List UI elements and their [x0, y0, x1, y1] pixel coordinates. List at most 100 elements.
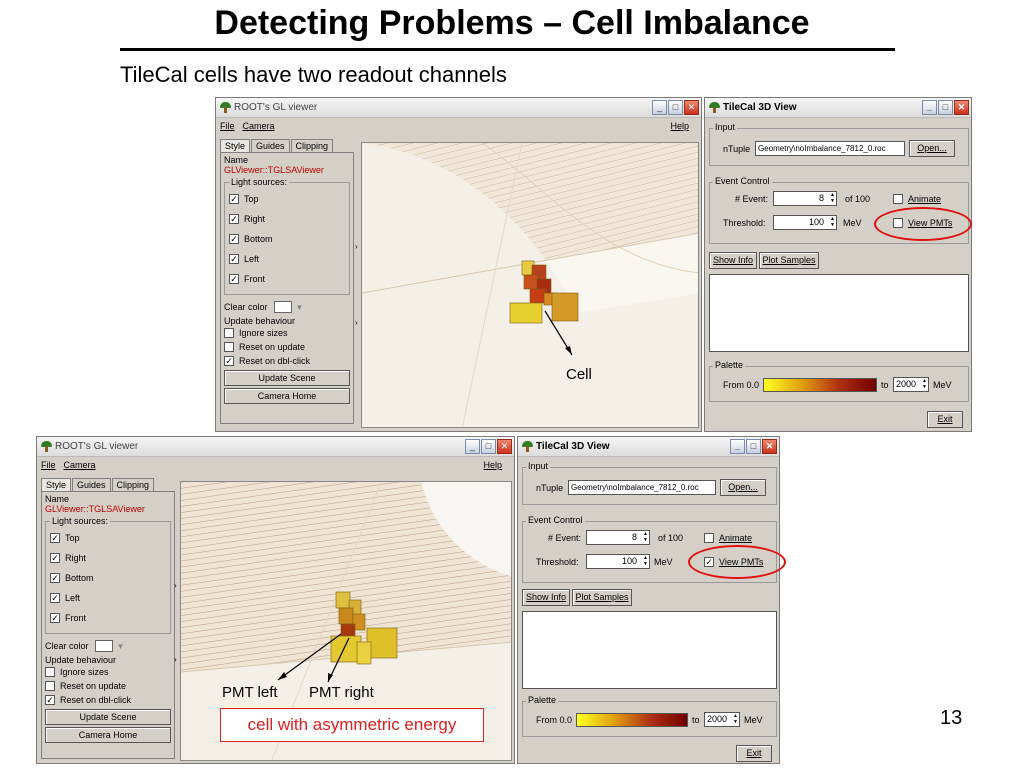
- reset-on-dblclick-checkbox[interactable]: ✓ Reset on dbl-click: [224, 356, 311, 366]
- slide-subtitle: TileCal cells have two readout channels: [120, 62, 507, 87]
- detector-render: [362, 143, 698, 427]
- splitter-arrow-icon[interactable]: ›: [355, 242, 358, 251]
- splitter-arrow-icon[interactable]: ›: [174, 581, 177, 590]
- close-button[interactable]: ✕: [762, 439, 777, 454]
- info-text-area[interactable]: [522, 611, 777, 689]
- palette-max-spinner[interactable]: 2000: [893, 377, 929, 392]
- menu-camera[interactable]: Camera: [63, 460, 96, 470]
- info-text-area[interactable]: [709, 274, 969, 352]
- event-control-group: [709, 182, 969, 244]
- event-spinner[interactable]: 8: [773, 191, 837, 206]
- ignore-sizes-checkbox[interactable]: Ignore sizes: [45, 665, 171, 679]
- splitter-arrow-icon[interactable]: ›: [174, 655, 177, 664]
- gl-viewer-titlebar[interactable]: ROOT's GL viewer _ □ ✕: [37, 437, 514, 457]
- menu-bar: File Camera Help: [216, 118, 701, 134]
- open-button[interactable]: Open...: [720, 479, 766, 496]
- show-info-button[interactable]: Show Info: [522, 589, 570, 606]
- name-label: Name: [45, 494, 70, 504]
- light-front-checkbox[interactable]: ✓ Front: [229, 274, 266, 284]
- close-button[interactable]: ✕: [497, 439, 512, 454]
- minimize-button[interactable]: _: [730, 439, 745, 454]
- gl-viewer-window-top: ROOT's GL viewer _ □ ✕ File Camera Help …: [215, 97, 702, 432]
- menu-help[interactable]: Help: [670, 121, 689, 131]
- chevron-down-icon[interactable]: ▼: [295, 302, 304, 312]
- maximize-button[interactable]: □: [481, 439, 496, 454]
- light-top-checkbox[interactable]: ✓ Top: [229, 194, 259, 204]
- window-title: ROOT's GL viewer: [234, 102, 318, 113]
- update-scene-button[interactable]: Update Scene: [45, 709, 171, 725]
- close-button[interactable]: ✕: [954, 100, 969, 115]
- threshold-spinner[interactable]: 100: [773, 215, 837, 230]
- light-right-checkbox[interactable]: ✓ Right: [50, 553, 87, 563]
- tab-clipping[interactable]: Clipping: [111, 478, 155, 491]
- maximize-button[interactable]: □: [746, 439, 761, 454]
- light-sources-group: Light sources: ✓ Top ✓ Right ✓ Bottom ✓ Left…: [45, 516, 171, 634]
- exit-button[interactable]: Exit: [736, 745, 772, 762]
- open-button[interactable]: Open...: [909, 140, 955, 157]
- light-left-checkbox[interactable]: ✓ Left: [50, 593, 81, 603]
- gl-viewer-titlebar[interactable]: ROOT's GL viewer _ □ ✕: [216, 98, 701, 118]
- plot-samples-button[interactable]: Plot Samples: [759, 252, 819, 269]
- maximize-button[interactable]: □: [938, 100, 953, 115]
- highlight-circle-top: [874, 207, 972, 241]
- light-sources-group: Light sources: ✓ Top ✓ Right ✓ Bottom ✓ Left…: [224, 177, 350, 295]
- cell-blocks: [330, 591, 398, 665]
- close-button[interactable]: ✕: [684, 100, 699, 115]
- minimize-button[interactable]: _: [922, 100, 937, 115]
- ntuple-input[interactable]: Geometry\noImbalance_7812_0.roc: [568, 480, 716, 495]
- tab-guides[interactable]: Guides: [251, 139, 290, 152]
- menu-file[interactable]: File: [41, 460, 56, 470]
- ignore-sizes-checkbox[interactable]: Ignore sizes: [224, 326, 350, 340]
- input-group: [522, 467, 777, 505]
- tilecal-titlebar[interactable]: TileCal 3D View _ □ ✕: [518, 437, 779, 457]
- palette-max-spinner[interactable]: 2000: [704, 712, 740, 727]
- menu-file[interactable]: File: [220, 121, 235, 131]
- minimize-button[interactable]: _: [465, 439, 480, 454]
- window-title: TileCal 3D View: [536, 441, 610, 452]
- menu-camera[interactable]: Camera: [242, 121, 275, 131]
- tilecal-window-top: TileCal 3D View _ □ ✕ Input nTuple Geome…: [704, 97, 972, 432]
- gl-3d-viewport[interactable]: [361, 142, 699, 428]
- update-behaviour-label: Update behaviour: [224, 316, 296, 326]
- splitter-arrow-icon[interactable]: ›: [355, 318, 358, 327]
- tab-guides[interactable]: Guides: [72, 478, 111, 491]
- highlight-circle-bottom: [688, 545, 786, 579]
- menu-help[interactable]: Help: [483, 460, 502, 470]
- tilecal-titlebar[interactable]: TileCal 3D View _ □ ✕: [705, 98, 971, 118]
- palette-group: [522, 701, 777, 737]
- camera-home-button[interactable]: Camera Home: [224, 388, 350, 404]
- light-right-checkbox[interactable]: ✓ Right: [229, 214, 266, 224]
- plot-samples-button[interactable]: Plot Samples: [572, 589, 632, 606]
- camera-home-button[interactable]: Camera Home: [45, 727, 171, 743]
- update-behaviour-label: Update behaviour: [45, 655, 117, 665]
- reset-on-update-checkbox[interactable]: Reset on update: [224, 340, 350, 354]
- animate-checkbox[interactable]: Animate: [893, 194, 941, 204]
- show-info-button[interactable]: Show Info: [709, 252, 757, 269]
- chevron-down-icon[interactable]: ▼: [116, 641, 125, 651]
- update-scene-button[interactable]: Update Scene: [224, 370, 350, 386]
- title-underline: [120, 48, 895, 51]
- clear-color-swatch[interactable]: [273, 301, 292, 313]
- tab-style[interactable]: Style: [220, 139, 251, 152]
- reset-on-update-checkbox[interactable]: Reset on update: [45, 679, 171, 693]
- tab-clipping[interactable]: Clipping: [290, 139, 334, 152]
- light-top-checkbox[interactable]: ✓ Top: [50, 533, 80, 543]
- style-panel: Style Guides Clipping Name GLViewer::TGL…: [41, 475, 175, 761]
- exit-button[interactable]: Exit: [927, 411, 963, 428]
- reset-on-dblclick-checkbox[interactable]: ✓ Reset on dbl-click: [45, 695, 132, 705]
- threshold-spinner[interactable]: 100: [586, 554, 650, 569]
- light-bottom-checkbox[interactable]: ✓ Bottom: [229, 234, 273, 244]
- maximize-button[interactable]: □: [668, 100, 683, 115]
- root-tree-icon: [41, 441, 52, 452]
- name-label: Name: [224, 155, 249, 165]
- tab-style[interactable]: Style: [41, 478, 72, 491]
- light-bottom-checkbox[interactable]: ✓ Bottom: [50, 573, 94, 583]
- clear-color-swatch[interactable]: [94, 640, 113, 652]
- light-left-checkbox[interactable]: ✓ Left: [229, 254, 260, 264]
- light-front-checkbox[interactable]: ✓ Front: [50, 613, 87, 623]
- animate-checkbox[interactable]: Animate: [704, 533, 752, 543]
- minimize-button[interactable]: _: [652, 100, 667, 115]
- ntuple-input[interactable]: Geometry\noImbalance_7812_0.roc: [755, 141, 905, 156]
- event-spinner[interactable]: 8: [586, 530, 650, 545]
- tilecal-window-bottom: TileCal 3D View _ □ ✕ Input nTuple Geome…: [517, 436, 780, 764]
